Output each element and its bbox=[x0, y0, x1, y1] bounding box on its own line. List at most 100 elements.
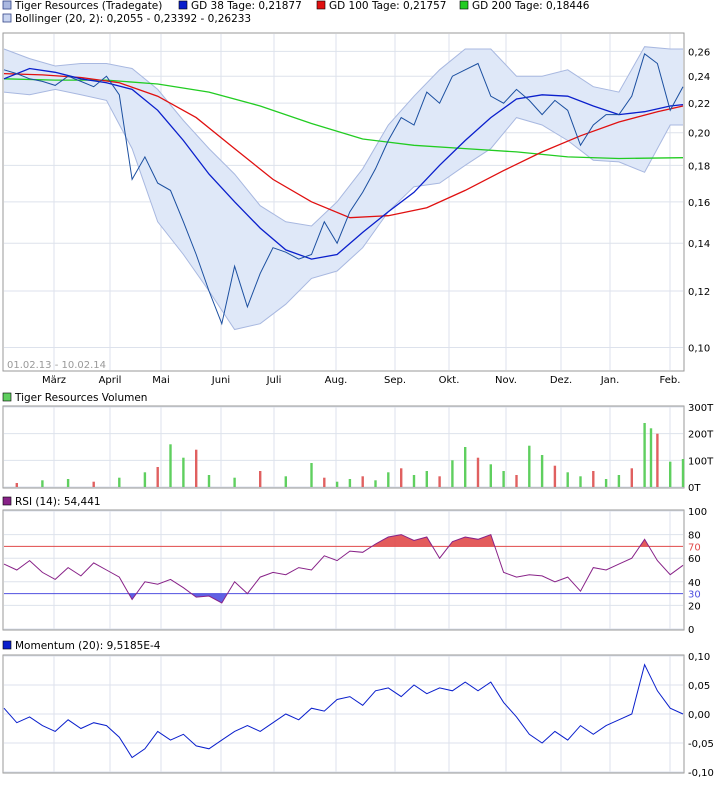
y-tick-label-2: 40 bbox=[688, 578, 701, 589]
gd200-line bbox=[3, 78, 684, 160]
legend-gd200: GD 200 Tage: 0,18446 bbox=[472, 0, 590, 12]
momentum-layer bbox=[3, 663, 684, 759]
month-label-8: Nov. bbox=[495, 375, 517, 386]
volume-bar bbox=[669, 461, 672, 487]
legend-swatch-bollinger bbox=[2, 13, 12, 23]
month-label-5: Aug. bbox=[325, 375, 348, 386]
volume-bar bbox=[464, 447, 467, 487]
legend-swatch-price bbox=[2, 0, 12, 10]
gd38-line bbox=[3, 67, 684, 260]
gd100-line bbox=[3, 72, 684, 219]
volume-bar bbox=[451, 460, 454, 487]
volume-bar bbox=[681, 459, 685, 487]
rsi-lower-level-label: 30 bbox=[688, 590, 701, 601]
month-label-11: Feb. bbox=[660, 375, 681, 386]
volume-bar bbox=[182, 457, 185, 487]
volume-bar bbox=[323, 477, 326, 487]
y-tick-label-0: 0,10 bbox=[688, 344, 710, 355]
rsi-overbought-fill bbox=[371, 534, 433, 547]
y-tick-label-2: 200T bbox=[688, 430, 714, 441]
volume-bar bbox=[515, 475, 518, 487]
volume-bar bbox=[361, 476, 364, 487]
legend-gd100: GD 100 Tage: 0,21757 bbox=[329, 0, 446, 12]
rsi-layer: 70 30 bbox=[3, 533, 701, 604]
rsi-panel bbox=[2, 509, 685, 631]
momentum-y-ticks: -0,10 -0,05 0,00 0,05 0,10 bbox=[688, 652, 714, 779]
volume-bar bbox=[476, 457, 480, 487]
y-tick-label-3: 0,16 bbox=[688, 198, 710, 209]
volume-bar bbox=[489, 464, 492, 487]
volume-bar bbox=[233, 477, 236, 487]
rsi-y-ticks: 0 20 40 60 80 100 bbox=[688, 507, 707, 636]
legend-swatch-gd100 bbox=[316, 0, 326, 10]
volume-bar bbox=[528, 445, 531, 487]
volume-bar bbox=[118, 477, 121, 487]
y-tick-label-6: 0,22 bbox=[688, 99, 710, 110]
month-labels: März April Mai Juni Juli Aug. Sep. Okt. Nov. Dez.… bbox=[42, 375, 681, 386]
y-tick-label-5: 100 bbox=[688, 507, 707, 518]
legend-swatch-volume bbox=[2, 392, 12, 402]
y-tick-label-4: 0,18 bbox=[688, 161, 710, 172]
price-layer bbox=[3, 46, 684, 331]
volume-bar bbox=[195, 449, 198, 487]
volume-bar bbox=[502, 471, 505, 487]
y-tick-label-3: 300T bbox=[688, 403, 714, 414]
y-tick-label-3: 60 bbox=[688, 554, 701, 565]
month-label-7: Okt. bbox=[439, 375, 460, 386]
volume-bar bbox=[656, 433, 659, 487]
volume-bar bbox=[643, 423, 646, 487]
volume-bar bbox=[604, 479, 608, 487]
bollinger-upper-line bbox=[3, 46, 683, 227]
legend-gd38: GD 38 Tage: 0,21877 bbox=[191, 0, 302, 12]
legend-rsi: RSI (14): 54,441 bbox=[15, 496, 101, 508]
volume-grid bbox=[4, 406, 683, 488]
legend-price: Tiger Resources (Tradegate) bbox=[14, 0, 162, 12]
legend-swatch-momentum bbox=[2, 640, 12, 650]
rsi-line bbox=[3, 533, 684, 604]
volume-bar bbox=[400, 468, 403, 487]
legend-swatch-gd200 bbox=[459, 0, 469, 10]
month-label-4: Juli bbox=[266, 375, 282, 386]
volume-bar bbox=[579, 476, 582, 487]
month-label-2: Mai bbox=[152, 375, 170, 386]
volume-bar bbox=[259, 471, 262, 487]
volume-bar bbox=[156, 467, 159, 487]
momentum-line bbox=[3, 663, 684, 759]
legend-swatch-rsi bbox=[2, 496, 12, 506]
volume-bar bbox=[592, 471, 595, 487]
volume-bar bbox=[387, 472, 390, 487]
y-tick-label-1: 100T bbox=[688, 456, 714, 467]
legend-swatch-gd38 bbox=[178, 0, 188, 10]
volume-bar bbox=[169, 444, 172, 487]
y-tick-label-5: 0,20 bbox=[688, 129, 710, 140]
y-tick-label-1: 20 bbox=[688, 601, 701, 612]
volume-layer bbox=[15, 423, 685, 487]
y-tick-label-4: 80 bbox=[688, 531, 701, 542]
y-tick-label-0: 0T bbox=[688, 483, 701, 494]
volume-bar bbox=[553, 465, 557, 487]
volume-bar bbox=[540, 455, 544, 487]
volume-bar bbox=[284, 476, 287, 487]
month-label-0: März bbox=[42, 375, 66, 386]
volume-bar bbox=[66, 479, 70, 487]
volume-bar bbox=[310, 463, 313, 487]
volume-y-ticks: 0T 100T 200T 300T bbox=[688, 403, 714, 494]
y-tick-label-7: 0,24 bbox=[688, 72, 710, 83]
y-tick-label-8: 0,26 bbox=[688, 47, 710, 58]
volume-bar bbox=[617, 475, 621, 487]
price-line bbox=[3, 52, 684, 326]
rsi-grid bbox=[4, 510, 683, 630]
y-tick-label-2: 0,14 bbox=[688, 239, 710, 250]
month-label-9: Dez. bbox=[550, 375, 572, 386]
bollinger-lower-line bbox=[3, 88, 683, 331]
y-tick-label-0: 0 bbox=[688, 625, 694, 636]
volume-bar bbox=[374, 480, 377, 487]
legend-volume: Tiger Resources Volumen bbox=[14, 392, 147, 404]
month-label-10: Jan. bbox=[600, 375, 620, 386]
volume-bar bbox=[630, 468, 633, 487]
rsi-upper-level-label: 70 bbox=[688, 542, 701, 553]
legend-momentum: Momentum (20): 9,5185E-4 bbox=[15, 640, 161, 652]
volume-bar bbox=[566, 472, 569, 487]
y-tick-label-1: -0,05 bbox=[688, 739, 714, 750]
